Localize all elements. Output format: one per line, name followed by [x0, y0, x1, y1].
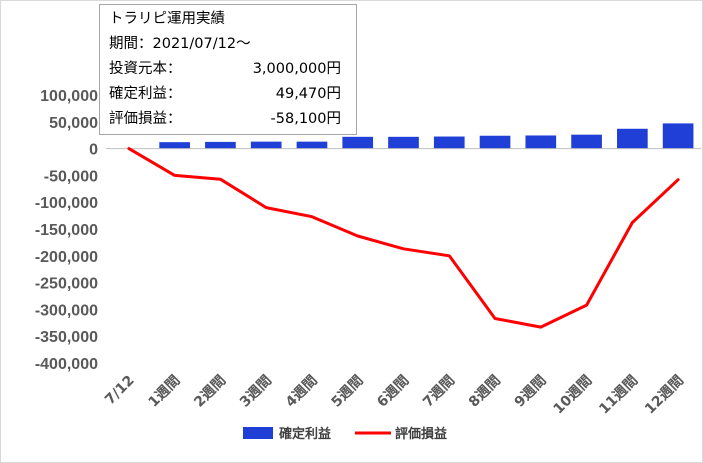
y-tick-label: -100,000 [35, 195, 98, 212]
legend-label-line: 評価損益 [395, 426, 447, 442]
y-tick-label: -200,000 [35, 249, 98, 266]
bar-kakutei-rieki [433, 136, 465, 149]
profit-label: 確定利益： [109, 86, 182, 102]
legend-bar-swatch [243, 427, 273, 439]
performance-summary-box: トラリピ運用実績 期間： 2021/07/12～ 投資元本： 3,000,000… [99, 4, 357, 135]
summary-row-period: 期間： 2021/07/12～ [109, 32, 356, 57]
x-tick-label: 7週間 [420, 373, 458, 411]
bar-kakutei-rieki [342, 136, 374, 149]
x-axis-labels: 7/12 1週間 2週間 3週間 4週間 5週間 6週間 7週間 8週間 9週間 10週間 11週間 1… [102, 373, 687, 418]
bar-kakutei-rieki [571, 134, 602, 149]
principal-label: 投資元本： [109, 61, 182, 77]
principal-value: 3,000,000円 [252, 61, 341, 77]
bar-kakutei-rieki [205, 141, 236, 149]
legend: 確定利益 評価損益 [243, 426, 447, 442]
summary-row-unrealized: 評価損益： -58,100円 [109, 107, 356, 132]
y-tick-label: -350,000 [35, 329, 98, 346]
x-tick-label: 7/12 [102, 373, 138, 409]
legend-label-bar: 確定利益 [279, 426, 331, 442]
y-tick-label: -150,000 [35, 222, 98, 239]
bar-kakutei-rieki [388, 136, 419, 149]
y-tick-label: -50,000 [44, 168, 98, 185]
bar-series-kakutei-rieki [159, 123, 694, 149]
x-tick-label: 8週間 [466, 373, 504, 411]
x-tick-label: 5週間 [329, 373, 367, 411]
y-axis-labels: 100,000 50,000 0 -50,000 -100,000 -150,000 -20… [35, 88, 98, 373]
x-tick-label: 1週間 [145, 373, 183, 411]
bar-kakutei-rieki [479, 135, 511, 149]
period-value: 2021/07/12～ [152, 36, 251, 52]
y-tick-label: -300,000 [35, 302, 98, 319]
summary-row-profit: 確定利益： 49,470円 [109, 82, 356, 107]
y-tick-label: -250,000 [35, 276, 98, 293]
bar-kakutei-rieki [250, 141, 282, 149]
x-tick-label: 11週間 [596, 373, 641, 418]
bar-kakutei-rieki [296, 141, 328, 149]
unrealized-value: -58,100円 [270, 111, 341, 127]
y-tick-label: 0 [89, 142, 98, 159]
unrealized-label: 評価損益： [109, 111, 182, 127]
line-hyouka-soneki [127, 147, 680, 329]
x-tick-label: 2週間 [191, 373, 229, 411]
x-tick-label: 12週間 [642, 373, 687, 418]
summary-title: トラリピ運用実績 [109, 7, 356, 32]
period-label: 期間： [109, 36, 153, 52]
x-tick-label: 4週間 [283, 373, 321, 411]
y-tick-label: -400,000 [35, 356, 98, 373]
x-tick-label: 9週間 [512, 373, 550, 411]
line-series-hyouka-soneki [127, 147, 680, 329]
bar-kakutei-rieki [617, 128, 648, 149]
y-tick-label: 100,000 [40, 88, 98, 105]
y-tick-label: 50,000 [49, 115, 98, 132]
summary-title-text: トラリピ運用実績 [109, 11, 225, 27]
bar-kakutei-rieki [662, 123, 694, 149]
profit-value: 49,470円 [275, 86, 341, 102]
summary-row-principal: 投資元本： 3,000,000円 [109, 57, 356, 82]
bar-kakutei-rieki [159, 142, 190, 149]
x-tick-label: 10週間 [551, 373, 596, 418]
x-tick-label: 3週間 [237, 373, 275, 411]
x-tick-label: 6週間 [374, 373, 412, 411]
bar-kakutei-rieki [525, 135, 557, 149]
